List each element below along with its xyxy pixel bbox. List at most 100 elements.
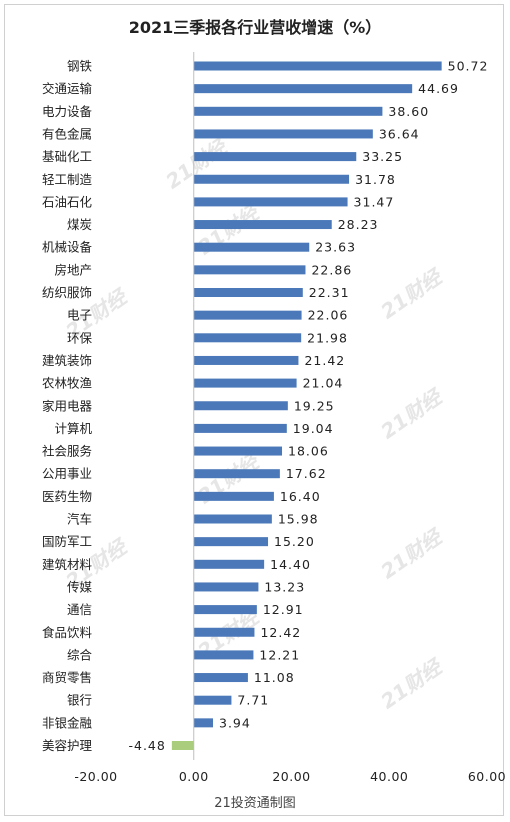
- data-label: 44.69: [418, 81, 459, 96]
- category-label: 轻工制造: [42, 172, 93, 187]
- category-label: 建筑装饰: [42, 353, 92, 368]
- data-label: 21.42: [304, 353, 345, 368]
- category-label: 商贸零售: [42, 670, 92, 685]
- bar: [193, 310, 302, 320]
- bar: [193, 265, 306, 275]
- category-label: 国防军工: [42, 534, 92, 549]
- axis-layer: 钢铁交通运输电力设备有色金属基础化工轻工制造石油石化煤炭机械设备房地产纺织服饰电…: [42, 52, 506, 784]
- watermark-text: 21财经: [161, 133, 233, 193]
- bar: [193, 559, 265, 569]
- data-label: 14.40: [270, 557, 311, 572]
- bar: [193, 333, 302, 343]
- bar: [193, 695, 232, 705]
- bar: [193, 288, 303, 297]
- watermark-text: 21财经: [376, 383, 448, 443]
- chart-title: 2021三季报各行业营收增速（%）: [128, 18, 382, 37]
- category-label: 食品饮料: [42, 625, 93, 640]
- data-label: 21.04: [303, 376, 344, 391]
- watermark-text: 21财经: [376, 653, 448, 713]
- bar: [193, 242, 310, 252]
- x-tick-label: 0.00: [179, 769, 209, 784]
- data-label: 28.23: [338, 217, 379, 232]
- bar: [171, 741, 194, 750]
- data-label: 36.64: [379, 126, 420, 141]
- bar: [193, 582, 259, 592]
- data-label: 38.60: [388, 104, 429, 119]
- category-label: 机械设备: [42, 240, 93, 255]
- bar: [193, 423, 287, 433]
- data-label: 33.25: [362, 149, 403, 164]
- bar: [193, 446, 283, 456]
- watermark-text: 21财经: [376, 523, 448, 583]
- category-label: 纺织服饰: [42, 285, 92, 300]
- data-label: 16.40: [280, 489, 321, 504]
- bar: [193, 491, 274, 501]
- data-label: 23.63: [315, 240, 356, 255]
- category-label: 传媒: [67, 579, 93, 594]
- bar: [193, 627, 255, 637]
- data-label: 19.04: [293, 421, 334, 436]
- bar: [193, 106, 383, 116]
- chart-footer: 21投资通制图: [214, 796, 296, 811]
- bar: [193, 537, 269, 547]
- category-label: 石油石化: [42, 194, 93, 209]
- category-label: 农林牧渔: [42, 376, 92, 391]
- category-label: 银行: [67, 693, 92, 708]
- data-label: 3.94: [219, 715, 251, 730]
- bar: [193, 61, 442, 71]
- data-label: 17.62: [286, 466, 327, 481]
- bar: [193, 650, 254, 660]
- category-label: 社会服务: [42, 444, 92, 459]
- bar: [193, 197, 348, 207]
- data-label: 31.47: [354, 194, 395, 209]
- chart-frame: [4, 4, 504, 816]
- category-label: 汽车: [67, 512, 92, 527]
- category-label: 煤炭: [67, 217, 92, 232]
- bar: [193, 605, 257, 615]
- data-label: 12.21: [259, 647, 300, 662]
- bar: [193, 514, 272, 524]
- data-label: 31.78: [355, 172, 396, 187]
- bar: [193, 673, 248, 683]
- bar: [193, 401, 288, 411]
- category-label: 房地产: [54, 262, 92, 277]
- x-tick-label: -20.00: [74, 769, 117, 784]
- data-label: 13.23: [264, 579, 305, 594]
- data-label: 22.06: [308, 308, 349, 323]
- bar: [193, 129, 373, 139]
- category-label: 公用事业: [42, 466, 92, 481]
- x-tick-label: 40.00: [370, 769, 408, 784]
- category-label: 钢铁: [67, 59, 93, 74]
- category-label: 通信: [67, 602, 92, 617]
- data-label: 21.98: [307, 330, 348, 345]
- data-label: 22.31: [309, 285, 350, 300]
- data-label: 22.86: [311, 262, 352, 277]
- category-label: 计算机: [54, 421, 92, 436]
- x-tick-label: 20.00: [272, 769, 310, 784]
- data-label: 12.42: [260, 625, 301, 640]
- data-label: -4.48: [129, 738, 166, 753]
- category-label: 建筑材料: [42, 557, 93, 572]
- data-label: 12.91: [263, 602, 304, 617]
- bar: [193, 718, 214, 728]
- watermark-text: 21财经: [376, 263, 448, 323]
- data-label: 11.08: [254, 670, 295, 685]
- bar: [193, 174, 350, 184]
- category-label: 非银金融: [42, 715, 93, 730]
- category-label: 医药生物: [42, 489, 92, 504]
- bar: [193, 84, 413, 94]
- data-label: 18.06: [288, 444, 329, 459]
- category-label: 综合: [67, 647, 93, 662]
- data-label: 50.72: [448, 59, 489, 74]
- x-tick-label: 60.00: [468, 769, 506, 784]
- category-label: 交通运输: [42, 81, 93, 96]
- data-label: 7.71: [237, 693, 269, 708]
- category-label: 基础化工: [42, 149, 92, 164]
- bars-layer: 50.72 44.69 38.60 36.64 33.25 31.78 31.47 28.23…: [129, 59, 489, 754]
- bar: [193, 220, 332, 230]
- category-label: 环保: [67, 330, 93, 345]
- data-label: 15.20: [274, 534, 315, 549]
- category-label: 家用电器: [42, 398, 93, 413]
- data-label: 19.25: [294, 398, 335, 413]
